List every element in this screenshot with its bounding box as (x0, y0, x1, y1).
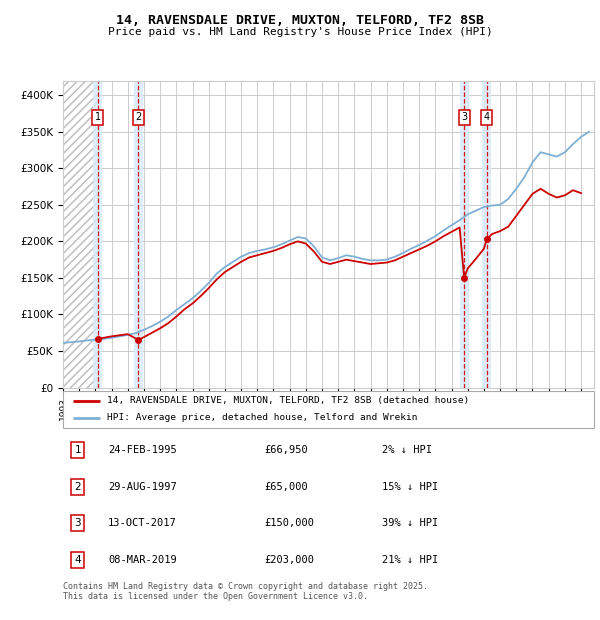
Text: 21% ↓ HPI: 21% ↓ HPI (382, 555, 438, 565)
Text: 2: 2 (74, 482, 81, 492)
Text: 3: 3 (74, 518, 81, 528)
Text: 39% ↓ HPI: 39% ↓ HPI (382, 518, 438, 528)
Bar (63, 81, 98, 388)
Bar (460, 81, 469, 388)
Text: 4: 4 (484, 112, 490, 122)
Text: Price paid vs. HM Land Registry's House Price Index (HPI): Price paid vs. HM Land Registry's House … (107, 27, 493, 37)
Text: 2: 2 (136, 112, 142, 122)
Text: 15% ↓ HPI: 15% ↓ HPI (382, 482, 438, 492)
Text: £65,000: £65,000 (265, 482, 308, 492)
Bar (134, 81, 143, 388)
Text: 13-OCT-2017: 13-OCT-2017 (108, 518, 177, 528)
Text: 2% ↓ HPI: 2% ↓ HPI (382, 445, 431, 455)
Text: 14, RAVENSDALE DRIVE, MUXTON, TELFORD, TF2 8SB (detached house): 14, RAVENSDALE DRIVE, MUXTON, TELFORD, T… (107, 396, 469, 405)
Text: 24-FEB-1995: 24-FEB-1995 (108, 445, 177, 455)
Text: 1: 1 (74, 445, 81, 455)
Bar (482, 81, 491, 388)
Text: 29-AUG-1997: 29-AUG-1997 (108, 482, 177, 492)
Text: Contains HM Land Registry data © Crown copyright and database right 2025.
This d: Contains HM Land Registry data © Crown c… (63, 582, 428, 601)
Text: 08-MAR-2019: 08-MAR-2019 (108, 555, 177, 565)
Text: £203,000: £203,000 (265, 555, 315, 565)
Text: £66,950: £66,950 (265, 445, 308, 455)
Text: HPI: Average price, detached house, Telford and Wrekin: HPI: Average price, detached house, Telf… (107, 414, 417, 422)
Text: £150,000: £150,000 (265, 518, 315, 528)
Bar (94, 81, 102, 388)
Text: 3: 3 (461, 112, 467, 122)
Text: 1: 1 (95, 112, 101, 122)
Text: 4: 4 (74, 555, 81, 565)
Text: 14, RAVENSDALE DRIVE, MUXTON, TELFORD, TF2 8SB: 14, RAVENSDALE DRIVE, MUXTON, TELFORD, T… (116, 14, 484, 27)
